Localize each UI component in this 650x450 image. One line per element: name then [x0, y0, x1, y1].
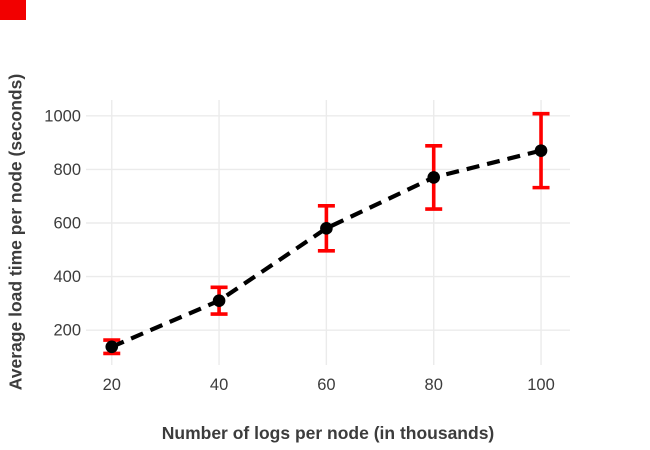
- data-point: [105, 340, 119, 354]
- y-axis-title: Average load time per node (seconds): [5, 73, 26, 391]
- x-tick-label: 100: [527, 376, 555, 394]
- data-point: [320, 222, 333, 235]
- data-point: [427, 171, 441, 184]
- y-tick-label: 800: [53, 161, 81, 179]
- data-point: [534, 144, 548, 157]
- y-tick-label: 200: [53, 322, 81, 340]
- x-tick-label: 80: [425, 376, 443, 394]
- trend-line: [110, 148, 542, 349]
- y-tick-label: 1000: [44, 107, 81, 125]
- x-tick-label: 40: [210, 376, 228, 394]
- y-tick-label: 600: [53, 214, 81, 232]
- x-tick-label: 20: [103, 376, 121, 394]
- x-tick-label: 60: [317, 376, 335, 394]
- data-point: [212, 294, 226, 307]
- corner-marker: [0, 0, 26, 20]
- y-tick-label: 400: [53, 268, 81, 286]
- x-axis-title: Number of logs per node (in thousands): [161, 423, 495, 443]
